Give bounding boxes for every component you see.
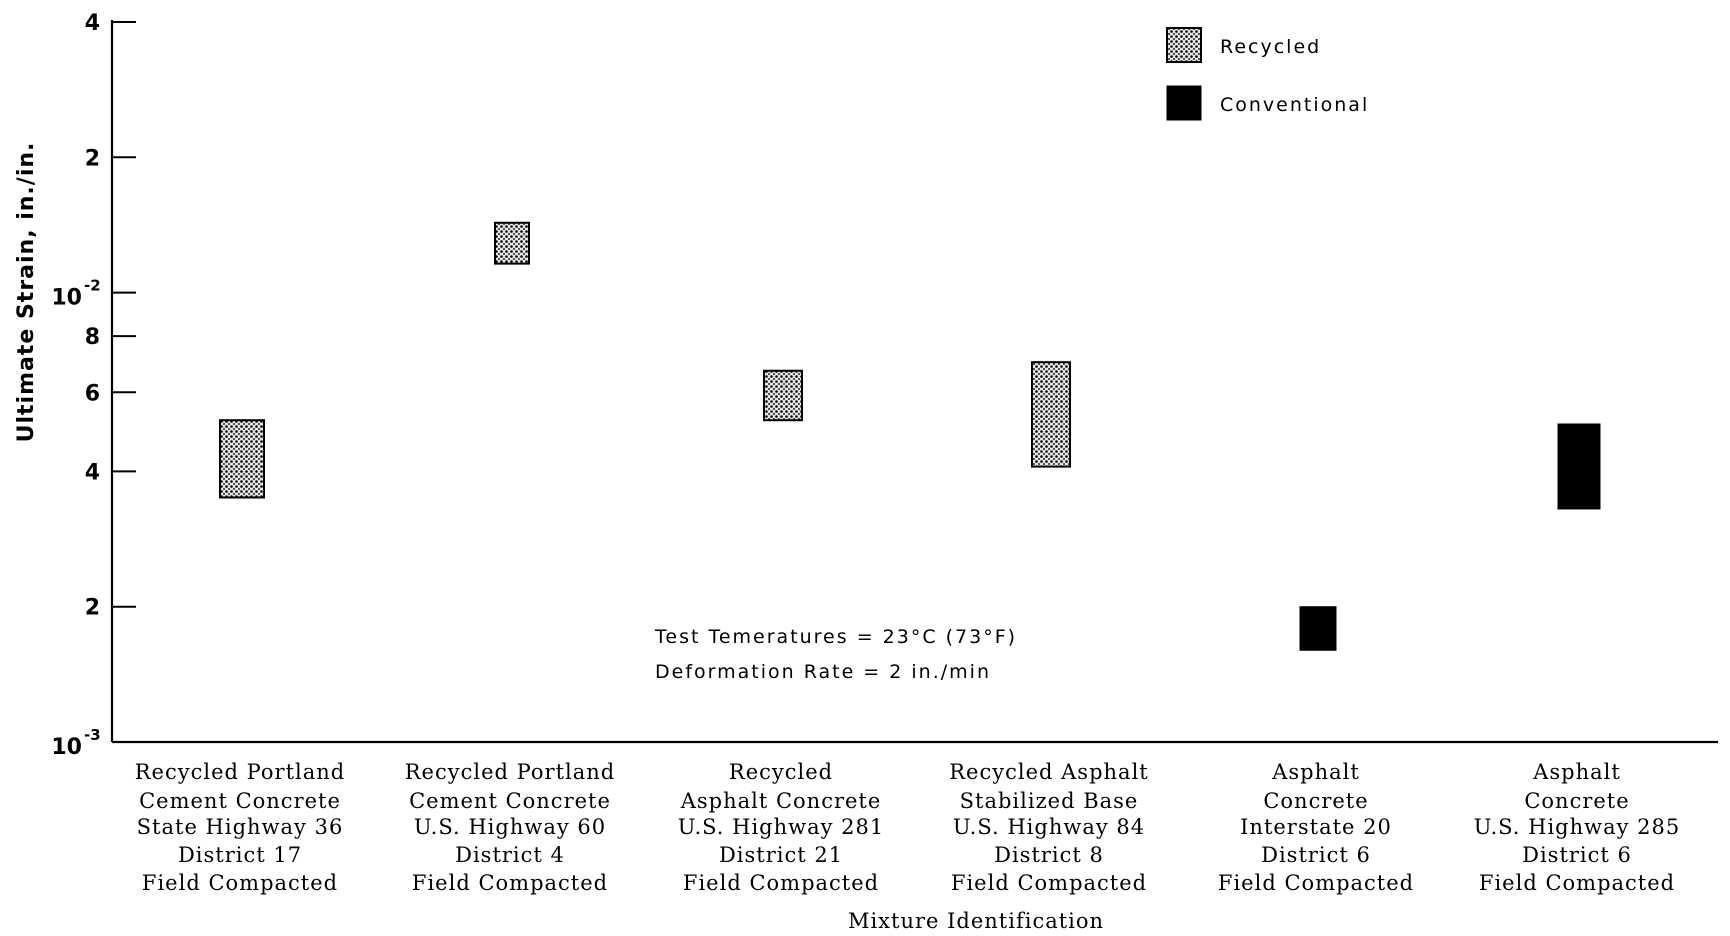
category-label-line: Recycled Portland <box>405 760 616 784</box>
category-label-line: Recycled Asphalt <box>949 760 1148 784</box>
y-tick-exponent: -2 <box>84 277 101 295</box>
legend: Recycled Conventional <box>1166 27 1369 121</box>
y-tick-label: 4 <box>85 460 100 485</box>
category-label-line: State Highway 36 <box>137 815 344 839</box>
range-bar-5 <box>1299 606 1337 651</box>
category-label-line: District 6 <box>1261 843 1371 867</box>
category-label-line: U.S. Highway 285 <box>1474 815 1681 839</box>
range-bar-1 <box>219 419 265 499</box>
category-label-line: Asphalt Concrete <box>680 789 882 813</box>
annotation-2: Deformation Rate = 2 in./min <box>655 661 991 683</box>
range-bar-4 <box>1031 361 1071 468</box>
range-bar-6 <box>1557 423 1601 510</box>
category-label-line: Field Compacted <box>142 871 338 895</box>
category-label-line: Cement Concrete <box>139 789 341 813</box>
y-tick-label: 4 <box>85 11 100 36</box>
y-tick-label: 8 <box>85 325 100 350</box>
annotation-1: Test Temeratures = 23°C (73°F) <box>654 626 1017 648</box>
category-label-line: Field Compacted <box>683 871 879 895</box>
category-label-line: District 4 <box>455 843 565 867</box>
category-label-line: U.S. Highway 281 <box>678 815 885 839</box>
legend-swatch-conventional <box>1166 85 1202 121</box>
category-label-line: Field Compacted <box>412 871 608 895</box>
category-label-line: Interstate 20 <box>1240 815 1392 839</box>
y-axis-label: Ultimate Strain, in./in. <box>14 142 39 443</box>
y-tick-exponent: -3 <box>84 726 101 744</box>
y-tick-label: 6 <box>85 381 100 406</box>
category-label-line: U.S. Highway 84 <box>953 815 1145 839</box>
range-bar-3 <box>763 369 803 422</box>
category-label-line: Cement Concrete <box>409 789 611 813</box>
category-label-line: Field Compacted <box>1218 871 1414 895</box>
category-label-line: District 17 <box>178 843 302 867</box>
category-label-line: Recycled <box>729 760 833 784</box>
x-axis-label: Mixture Identification <box>848 909 1104 933</box>
category-label-line: Field Compacted <box>951 871 1147 895</box>
axes <box>110 20 1718 744</box>
category-label-line: Asphalt <box>1271 760 1360 784</box>
y-tick-label: 10 <box>51 286 82 311</box>
y-tick-label: 2 <box>85 146 100 171</box>
category-label-line: District 8 <box>994 843 1104 867</box>
category-label-line: Field Compacted <box>1479 871 1675 895</box>
category-label-line: U.S. Highway 60 <box>414 815 606 839</box>
legend-label-recycled: Recycled <box>1220 36 1321 58</box>
category-label-line: Asphalt <box>1532 760 1621 784</box>
range-bar-2 <box>494 221 530 265</box>
category-label-line: Concrete <box>1263 789 1368 813</box>
category-label-line: Recycled Portland <box>135 760 346 784</box>
legend-label-conventional: Conventional <box>1220 94 1369 116</box>
category-label-line: District 6 <box>1522 843 1632 867</box>
range-bars <box>219 221 1601 651</box>
category-label-line: Concrete <box>1524 789 1629 813</box>
y-tick-label: 10 <box>51 735 82 760</box>
category-label-line: District 21 <box>719 843 843 867</box>
y-tick-label: 2 <box>85 596 100 621</box>
annotations: Test Temeratures = 23°C (73°F) Deformatio… <box>654 626 1017 683</box>
category-label-line: Stabilized Base <box>960 789 1139 813</box>
legend-swatch-recycled <box>1166 27 1202 63</box>
